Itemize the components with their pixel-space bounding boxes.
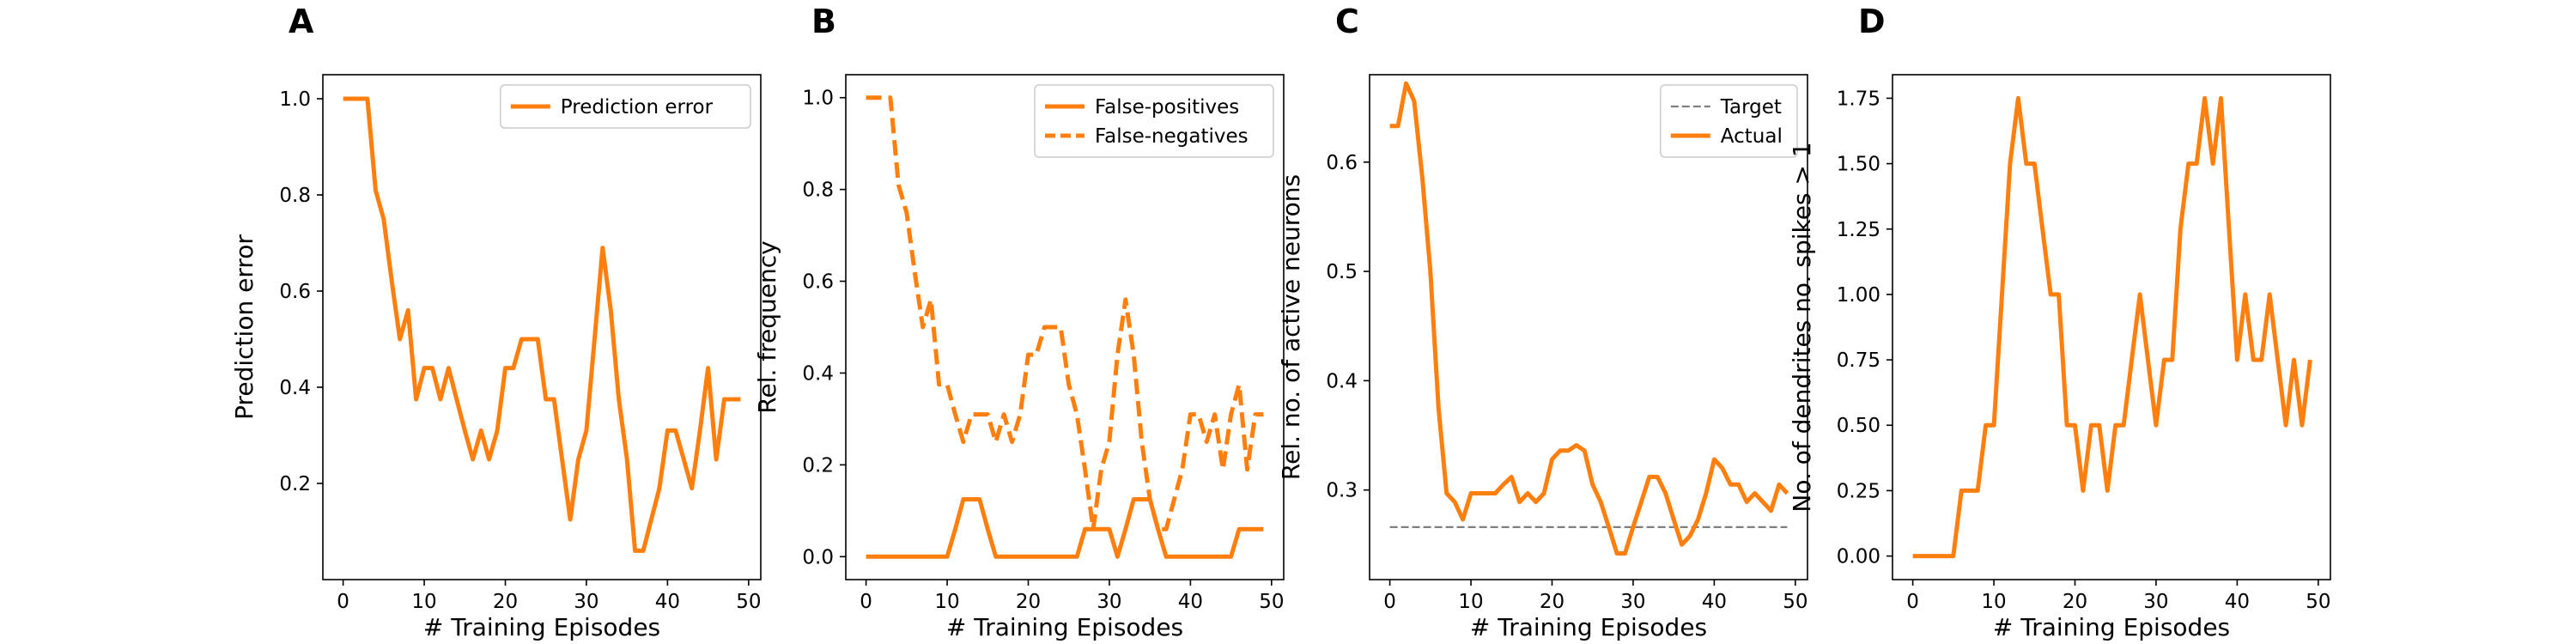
- x-tick-label: 10: [934, 591, 959, 613]
- axes-frame: [845, 74, 1285, 580]
- x-tick-label: 40: [1702, 591, 1727, 613]
- x-tick-label: 40: [1178, 591, 1203, 613]
- legend-label: False-negatives: [1095, 125, 1249, 148]
- x-tick-label: 10: [411, 591, 436, 613]
- series-line-false-negatives: [866, 95, 1264, 532]
- y-tick-label: 0.4: [1326, 370, 1358, 392]
- y-tick-label: 0.75: [1837, 349, 1880, 372]
- x-tick-label: 20: [1540, 591, 1564, 613]
- legend-label: False-positives: [1095, 96, 1239, 118]
- x-tick-label: 40: [655, 591, 680, 613]
- x-axis-label: # Training Episodes: [946, 613, 1183, 641]
- y-tick-label: 0.6: [279, 281, 311, 303]
- y-tick-label: 1.00: [1837, 284, 1880, 307]
- x-tick-label: 0: [1383, 591, 1396, 613]
- y-tick-label: 1.25: [1837, 219, 1880, 241]
- series-line-series-0: [1912, 95, 2312, 559]
- legend-box: [1034, 84, 1274, 158]
- x-tick-label: 50: [1783, 591, 1807, 613]
- legend-label: Actual: [1721, 125, 1783, 148]
- panel-d: D 0 10 20 30 40 50 0.00 0.25 0.50 0.75 1.00 1.25 1.50…: [1788, 3, 2331, 641]
- legend: Prediction error: [500, 84, 751, 129]
- x-tick-label: 20: [1016, 591, 1041, 613]
- x-tick-label: 30: [2143, 591, 2168, 613]
- x-tick-label: 20: [2063, 591, 2087, 613]
- x-tick-label: 50: [1259, 591, 1284, 613]
- x-tick-label: 0: [1906, 591, 1919, 613]
- x-tick-label: 10: [1981, 591, 2006, 613]
- y-tick-label: 0.3: [1326, 480, 1358, 502]
- y-axis-label: Rel. no. of active neurons: [1277, 174, 1305, 480]
- x-axis-label: # Training Episodes: [423, 613, 660, 641]
- x-axis-label: # Training Episodes: [1470, 613, 1707, 641]
- y-tick-label: 0.2: [279, 473, 311, 495]
- y-tick-label: 1.75: [1837, 88, 1880, 110]
- legend: Target Actual: [1660, 84, 1798, 158]
- series-line-actual: [1389, 81, 1789, 556]
- x-tick-label: 50: [736, 591, 761, 613]
- x-tick-label: 30: [1620, 591, 1645, 613]
- y-tick-label: 1.0: [279, 88, 311, 111]
- legend-box: [500, 84, 751, 129]
- y-tick-label: 0.50: [1837, 415, 1880, 437]
- panel-letter: B: [811, 3, 836, 40]
- y-tick-label: 0.00: [1837, 546, 1880, 568]
- y-tick-label: 1.50: [1837, 154, 1880, 176]
- panel-letter: A: [289, 3, 314, 40]
- x-tick-label: 30: [574, 591, 598, 613]
- y-tick-label: 0.0: [802, 546, 834, 568]
- x-axis-label: # Training Episodes: [1993, 613, 2230, 641]
- axes-frame: [322, 74, 762, 580]
- x-tick-label: 0: [860, 591, 872, 613]
- y-axis-label: Rel. frequency: [753, 240, 781, 413]
- panel-c: C 0 10 20 30 40 50 0.3 0.4 0.5 0.6 # Training Episo…: [1277, 3, 1808, 641]
- x-tick-label: 40: [2225, 591, 2250, 613]
- y-tick-label: 0.5: [1326, 261, 1358, 283]
- x-tick-label: 20: [493, 591, 518, 613]
- x-tick-label: 50: [2306, 591, 2330, 613]
- y-tick-label: 1.0: [802, 88, 834, 110]
- axes-frame: [1892, 74, 2331, 580]
- x-tick-label: 0: [337, 591, 349, 613]
- y-tick-label: 0.6: [802, 271, 834, 294]
- legend-label: Target: [1720, 96, 1782, 118]
- y-tick-label: 0.25: [1837, 480, 1880, 502]
- legend-box: [1660, 84, 1798, 158]
- x-tick-label: 30: [1097, 591, 1121, 613]
- y-axis-label: No. of dendrites no. spikes > 1: [1788, 142, 1816, 512]
- y-axis-label: Prediction error: [230, 234, 258, 420]
- panel-b: B 0 10 20 30 40 50 0.0 0.2 0.4 0.6 0.8 1.0 # Training…: [753, 3, 1285, 641]
- panel-letter: D: [1858, 3, 1886, 40]
- x-tick-label: 10: [1458, 591, 1483, 613]
- panel-letter: C: [1335, 3, 1359, 40]
- y-tick-label: 0.8: [802, 179, 834, 202]
- panel-a: A 0 10 20 30 40 50 0.2 0.4 0.6 0.8 1.0 # Training Ep…: [230, 3, 762, 641]
- y-tick-label: 0.8: [279, 185, 311, 207]
- series-line-false-positives: [866, 497, 1264, 559]
- series-line-prediction-error: [343, 96, 741, 553]
- y-tick-label: 0.4: [279, 377, 311, 399]
- y-tick-label: 0.2: [802, 454, 834, 477]
- y-tick-label: 0.4: [802, 362, 834, 385]
- legend: False-positives False-negatives: [1034, 84, 1274, 158]
- y-tick-label: 0.6: [1326, 152, 1358, 174]
- legend-label: Prediction error: [561, 96, 714, 118]
- axes-frame: [1369, 74, 1808, 580]
